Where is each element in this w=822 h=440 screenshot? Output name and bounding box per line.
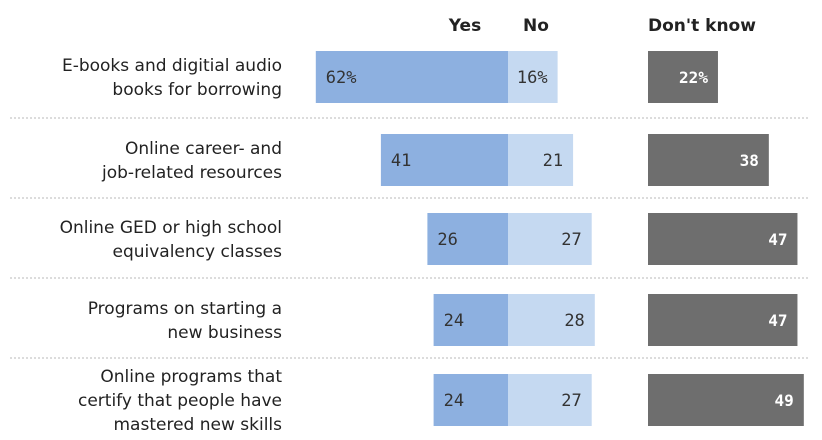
value-label-no: 27 [561, 391, 581, 411]
bar-yes [315, 51, 508, 103]
bar-yes [433, 294, 508, 346]
chart-rows: E-books and digitial audio books for borr… [60, 51, 804, 435]
value-label-dont-know: 22% [679, 68, 708, 87]
header-dont-know: Don't know [648, 16, 756, 36]
bar-no [508, 294, 595, 346]
bar-no [508, 134, 574, 186]
value-label-dont-know: 38 [740, 151, 759, 170]
value-label-dont-know: 47 [768, 230, 787, 249]
bar-dont-know [648, 213, 798, 265]
category-label-line: new business [167, 323, 282, 343]
row-2: Online career- and job-related resources 4… [101, 134, 769, 186]
value-label-no: 27 [561, 230, 581, 250]
bar-no [508, 51, 558, 103]
value-label-yes: 26 [437, 230, 457, 250]
bar-yes [427, 213, 508, 265]
category-label: E-books and digitial audio books for borr… [62, 56, 282, 100]
bar-dont-know [648, 134, 769, 186]
value-label-yes: 41 [391, 151, 411, 171]
bar-dont-know [648, 51, 718, 103]
row-4: Programs on starting a new business 24 28 47 [88, 294, 798, 346]
row-separators [10, 117, 810, 359]
header-yes: Yes [448, 16, 481, 36]
category-label-line: E-books and digitial audio [62, 56, 282, 76]
bar-no [508, 374, 592, 426]
bar-dont-know [648, 294, 798, 346]
category-label: Online programs that certify that people … [78, 367, 282, 435]
category-label: Online career- and job-related resources [101, 139, 282, 183]
value-label-yes: 24 [444, 391, 464, 411]
bar-yes [433, 374, 508, 426]
bar-yes [380, 134, 508, 186]
category-label-line: books for borrowing [112, 80, 282, 100]
category-label: Programs on starting a new business [88, 299, 282, 343]
value-label-no: 28 [564, 311, 584, 331]
value-label-dont-know: 47 [768, 311, 787, 330]
value-label-no: 21 [543, 151, 563, 171]
row-5: Online programs that certify that people … [78, 367, 804, 435]
category-label: Online GED or high school equivalency cla… [60, 218, 283, 262]
value-label-dont-know: 49 [775, 391, 794, 410]
category-label-line: Online GED or high school [60, 218, 282, 238]
category-label-line: job-related resources [101, 163, 282, 183]
category-label-line: Online career- and [125, 139, 282, 159]
header-no: No [523, 16, 549, 36]
column-headers: Yes No Don't know [448, 16, 756, 36]
bar-no [508, 213, 592, 265]
value-label-no: 16% [517, 68, 548, 88]
row-3: Online GED or high school equivalency cla… [60, 213, 798, 265]
category-label-line: Online programs that [100, 367, 282, 387]
category-label-line: Programs on starting a [88, 299, 282, 319]
value-label-yes: 24 [444, 311, 464, 331]
bar-dont-know [648, 374, 804, 426]
category-label-line: mastered new skills [114, 415, 283, 435]
category-label-line: equivalency classes [112, 242, 282, 262]
category-label-line: certify that people have [78, 391, 282, 411]
row-1: E-books and digitial audio books for borr… [62, 51, 718, 103]
value-label-yes: 62% [326, 68, 357, 88]
